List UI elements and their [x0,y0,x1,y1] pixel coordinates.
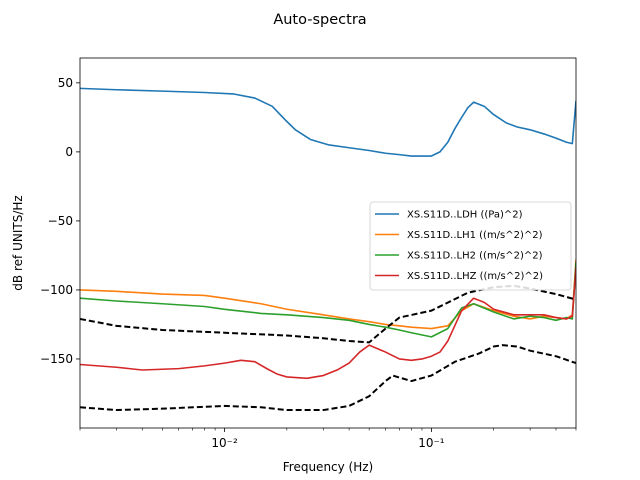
series-line-3 [80,267,576,380]
x-axis-label: Frequency (Hz) [283,460,374,474]
y-axis-label: dB ref UNITS/Hz [11,195,25,290]
chart-title: Auto-spectra [273,12,366,28]
y-tick-label: −50 [48,214,73,228]
y-tick-label: 0 [65,145,73,159]
y-tick-label: −150 [40,352,73,366]
noise-model-line-5 [80,344,576,412]
legend-entry-label: XS.S11D..LH1 ((m/s^2)^2) [407,230,543,241]
ticks-layer: 50 0 −50 −100 −150 10⁻² 10⁻¹ [40,76,577,450]
x-tick-label: 10⁻¹ [418,436,445,450]
x-tick-label: 10⁻² [211,436,238,450]
legend: XS.S11D..LDH ((Pa)^2) XS.S11D..LH1 ((m/s^… [369,201,572,291]
legend-entry-label: XS.S11D..LH2 ((m/s^2)^2) [407,251,543,262]
legend-entry-label: XS.S11D..LDH ((Pa)^2) [407,210,523,221]
legend-entry-label: XS.S11D..LHZ ((m/s^2)^2) [407,271,543,282]
legend-box [369,201,572,291]
series-line-0 [80,87,576,157]
plot-frame [79,57,577,429]
y-tick-label: 50 [58,76,73,90]
y-tick-label: −100 [40,283,73,297]
series-layer [80,87,576,412]
series-line-2 [80,262,576,338]
series-line-1 [80,259,576,330]
